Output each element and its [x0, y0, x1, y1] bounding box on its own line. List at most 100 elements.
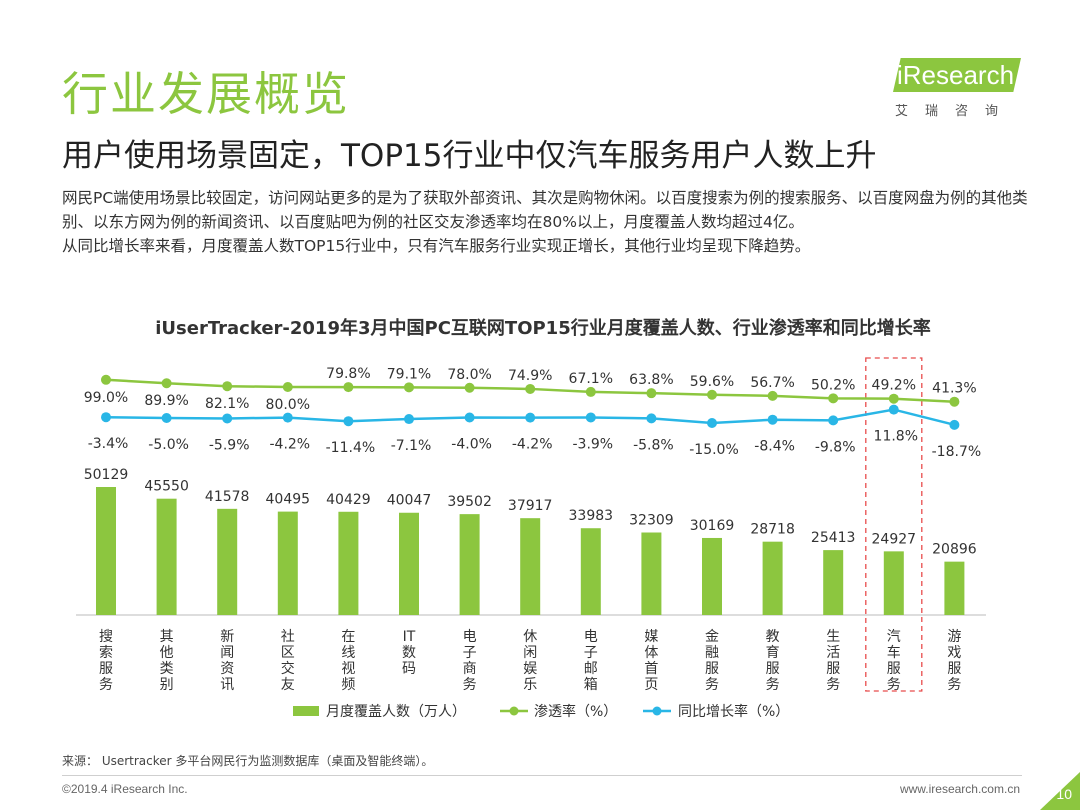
- bar-6: [399, 512, 419, 615]
- page-number: 10: [1056, 786, 1072, 802]
- category-label-4: 社区交友: [281, 629, 295, 693]
- penetration-point-10: [646, 388, 657, 399]
- legend-growth-label: 同比增长率（%）: [678, 703, 789, 720]
- penetration-label-13: 50.2%: [811, 377, 855, 393]
- growth-label-4: -4.2%: [269, 437, 310, 453]
- category-label-10: 媒体首页: [644, 629, 658, 693]
- logo-name: iResearch: [897, 60, 1015, 90]
- bar-label-12: 28718: [750, 522, 795, 538]
- penetration-point-12: [767, 390, 778, 401]
- legend-bar-label: 月度覆盖人数（万人）: [326, 704, 466, 720]
- category-label-8: 休闲娱乐: [523, 629, 537, 693]
- category-label-12: 教育服务: [766, 629, 780, 693]
- penetration-label-4: 80.0%: [266, 397, 310, 413]
- penetration-label-11: 59.6%: [690, 374, 734, 390]
- growth-label-10: -5.8%: [633, 437, 674, 453]
- bar-label-10: 32309: [629, 513, 674, 529]
- growth-label-14: 11.8%: [874, 429, 918, 445]
- penetration-point-9: [585, 386, 596, 397]
- penetration-point-11: [707, 389, 717, 400]
- growth-point-15: [949, 419, 960, 430]
- penetration-label-5: 79.8%: [326, 366, 370, 382]
- penetration-label-15: 41.3%: [932, 381, 976, 397]
- category-label-13: 生活服务: [826, 629, 840, 693]
- bar-label-7: 39502: [447, 494, 492, 510]
- bar-13: [823, 550, 844, 615]
- bar-8: [520, 518, 541, 615]
- category-label-11: 金融服务: [705, 629, 719, 693]
- penetration-point-14: [888, 393, 899, 404]
- bar-4: [277, 511, 298, 615]
- iresearch-logo: iResearch 艾瑞咨询: [893, 58, 1023, 120]
- growth-label-12: -8.4%: [754, 439, 795, 455]
- penetration-point-4: [282, 382, 293, 392]
- description-paragraph-2: 从同比增长率来看，月度覆盖人数TOP15行业中，只有汽车服务行业实现正增长，其他…: [62, 237, 811, 255]
- penetration-label-3: 82.1%: [205, 396, 249, 412]
- description-paragraph-1: 网民PC端使用场景比较固定，访问网站更多的是为了获取外部资讯、其次是购物休闲。以…: [62, 189, 1028, 231]
- category-label-1: 搜索服务: [99, 629, 113, 693]
- growth-point-1: [101, 412, 111, 423]
- website-link[interactable]: www.iresearch.com.cn: [899, 782, 1020, 796]
- growth-point-10: [646, 413, 657, 424]
- growth-label-1: -3.4%: [88, 436, 129, 452]
- category-label-14: 汽车服务: [887, 629, 901, 693]
- penetration-label-12: 56.7%: [750, 375, 794, 391]
- growth-point-13: [828, 415, 839, 426]
- category-label-6: IT 数码: [402, 629, 416, 677]
- penetration-point-5: [343, 382, 354, 393]
- bar-label-14: 24927: [872, 531, 917, 547]
- penetration-point-3: [222, 381, 233, 392]
- penetration-point-13: [828, 393, 839, 404]
- bar-7: [459, 514, 480, 615]
- penetration-point-8: [525, 383, 536, 394]
- growth-point-3: [222, 413, 233, 424]
- penetration-label-1: 99.0%: [84, 390, 128, 406]
- page-subtitle: 用户使用场景固定，TOP15行业中仅汽车服务用户人数上升: [62, 138, 877, 174]
- penetration-label-14: 49.2%: [872, 378, 916, 394]
- bar-10: [641, 532, 662, 615]
- logo-badge: [893, 58, 1021, 92]
- footer-divider: [62, 775, 1022, 776]
- page-title: 行业发展概览: [62, 67, 350, 121]
- growth-label-7: -4.0%: [451, 437, 492, 453]
- category-label-3: 新闻资讯: [220, 629, 234, 693]
- growth-point-11: [707, 418, 717, 428]
- legend-penetration-dot: [509, 706, 519, 716]
- growth-point-9: [585, 412, 596, 423]
- growth-label-15: -18.7%: [932, 444, 982, 460]
- bar-label-4: 40495: [266, 492, 311, 508]
- bar-12: [762, 541, 783, 615]
- penetration-label-9: 67.1%: [569, 371, 613, 387]
- bar-label-2: 45550: [144, 479, 189, 495]
- bar-15: [944, 561, 965, 615]
- penetration-point-2: [161, 378, 172, 389]
- bar-label-9: 33983: [569, 508, 614, 524]
- penetration-label-10: 63.8%: [629, 372, 673, 388]
- bar-3: [217, 508, 238, 615]
- copyright: ©2019.4 iResearch Inc.: [62, 782, 188, 796]
- growth-point-7: [464, 412, 475, 423]
- penetration-label-2: 89.9%: [144, 393, 188, 409]
- category-label-15: 游戏服务: [947, 629, 961, 693]
- penetration-point-1: [101, 374, 111, 385]
- bar-11: [702, 537, 722, 615]
- category-label-7: 电子商务: [463, 629, 477, 693]
- growth-label-9: -3.9%: [572, 436, 613, 452]
- category-label-2: 其他类别: [160, 629, 174, 693]
- bar-label-13: 25413: [811, 530, 856, 546]
- bar-label-15: 20896: [932, 542, 977, 558]
- growth-label-2: -5.0%: [148, 437, 189, 453]
- growth-point-14: [888, 404, 899, 415]
- penetration-label-8: 74.9%: [508, 368, 552, 384]
- growth-label-8: -4.2%: [512, 437, 553, 453]
- bar-label-1: 50129: [84, 467, 129, 483]
- bar-label-3: 41578: [205, 489, 250, 505]
- chart-title: iUserTracker-2019年3月中国PC互联网TOP15行业月度覆盖人数…: [155, 317, 930, 339]
- bar-2: [156, 498, 177, 615]
- category-label-9: 电子邮箱: [584, 629, 598, 693]
- growth-label-13: -9.8%: [815, 439, 856, 455]
- growth-point-2: [161, 413, 172, 423]
- growth-point-5: [343, 416, 354, 427]
- bar-label-11: 30169: [690, 518, 735, 534]
- category-label-5: 在线视频: [341, 629, 355, 693]
